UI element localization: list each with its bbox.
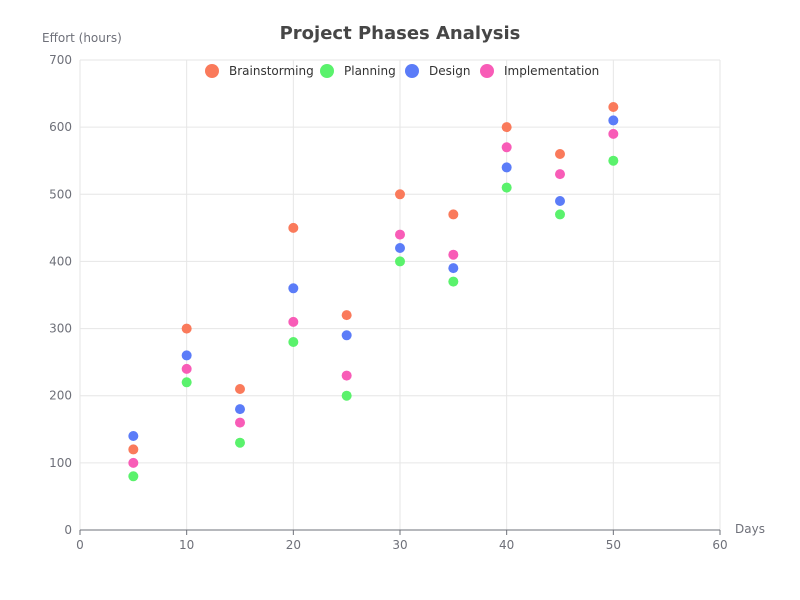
data-point-implementation[interactable] [448,249,459,260]
data-point-implementation[interactable] [501,142,512,153]
legend-label: Implementation [504,64,599,78]
data-point-implementation[interactable] [235,417,245,428]
data-point-implementation[interactable] [288,316,299,327]
y-tick-label: 100 [49,456,72,470]
data-point-brainstorming[interactable] [608,102,619,112]
data-point-brainstorming[interactable] [501,122,512,133]
legend-label: Design [429,64,470,78]
y-tick-label: 300 [49,322,72,336]
data-point-planning[interactable] [395,256,405,267]
legend-item-implementation[interactable]: Implementation [480,64,599,78]
legend-item-design[interactable]: Design [405,64,470,78]
x-tick-label: 20 [286,538,301,552]
x-tick-label: 30 [392,538,407,552]
data-point-planning[interactable] [501,182,512,193]
data-point-implementation[interactable] [128,457,139,468]
legend-label: Planning [344,64,396,78]
data-point-planning[interactable] [608,155,619,166]
data-point-design[interactable] [448,263,459,274]
y-tick-label: 200 [49,389,72,403]
data-point-implementation[interactable] [555,169,565,180]
y-tick-label: 700 [49,53,72,67]
data-point-design[interactable] [395,243,405,253]
data-point-brainstorming[interactable] [341,310,352,321]
data-point-planning[interactable] [235,437,245,448]
y-tick-label: 500 [49,187,72,201]
legend-item-brainstorming[interactable]: Brainstorming [205,64,314,78]
data-point-design[interactable] [501,162,512,173]
data-point-design[interactable] [288,283,299,294]
legend-marker [205,64,219,78]
data-point-implementation[interactable] [608,128,619,139]
data-point-brainstorming[interactable] [448,209,459,220]
x-axis-label: Days [735,522,765,536]
y-tick-label: 0 [64,523,72,537]
data-point-design[interactable] [181,350,192,361]
data-point-brainstorming[interactable] [395,189,405,200]
data-point-brainstorming[interactable] [181,323,192,334]
legend-label: Brainstorming [229,64,314,78]
data-point-brainstorming[interactable] [555,149,565,159]
x-tick-label: 0 [76,538,84,552]
data-point-design[interactable] [128,431,139,441]
x-tick-label: 60 [712,538,727,552]
data-point-design[interactable] [341,330,352,341]
legend-marker [480,64,494,78]
data-point-brainstorming[interactable] [235,384,245,394]
x-tick-label: 10 [179,538,194,552]
data-point-planning[interactable] [448,276,459,287]
data-point-planning[interactable] [181,377,192,388]
y-tick-label: 600 [49,120,72,134]
y-tick-label: 400 [49,254,72,268]
data-point-brainstorming[interactable] [288,222,299,233]
legend-marker [405,64,419,78]
data-point-implementation[interactable] [395,229,405,240]
data-point-design[interactable] [608,115,619,126]
data-point-planning[interactable] [288,337,299,347]
data-point-planning[interactable] [128,471,139,482]
x-tick-label: 50 [606,538,621,552]
legend-item-planning[interactable]: Planning [320,64,396,78]
legend[interactable]: Brainstorming Planning Design Implementatio… [205,64,599,78]
data-point-design[interactable] [555,196,565,206]
y-axis-label: Effort (hours) [42,31,122,45]
grid [79,59,721,531]
chart-title: Project Phases Analysis [280,23,521,44]
legend-marker [320,64,334,78]
data-point-implementation[interactable] [181,363,192,374]
data-point-planning[interactable] [341,390,352,401]
data-points [128,102,619,482]
data-point-brainstorming[interactable] [128,444,139,455]
x-tick-label: 40 [499,538,514,552]
data-point-planning[interactable] [555,209,565,220]
data-point-implementation[interactable] [341,370,352,381]
data-point-design[interactable] [235,404,245,415]
